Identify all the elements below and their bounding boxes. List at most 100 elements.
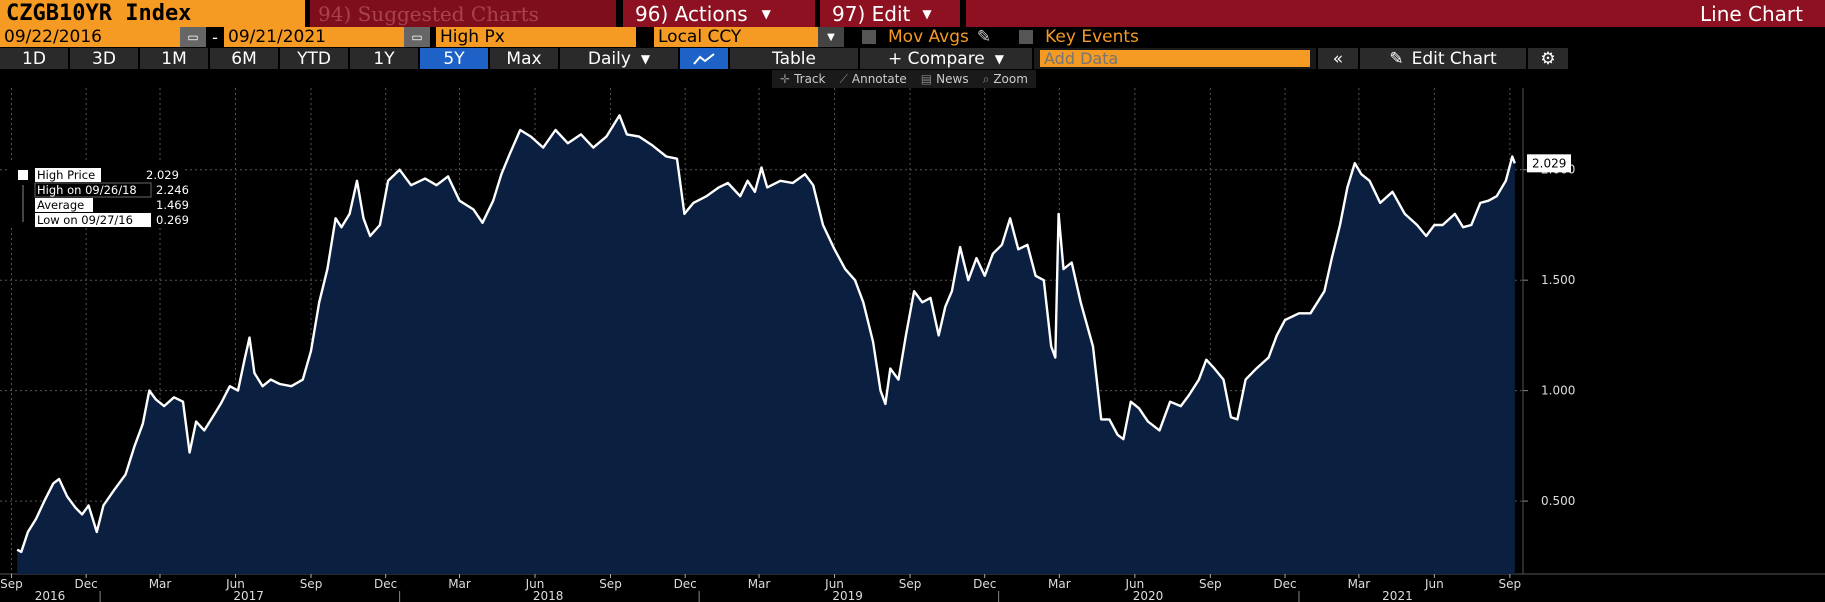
edit-chart-button[interactable]: ✎ Edit Chart: [1360, 48, 1526, 69]
actions-menu[interactable]: 96) Actions ▼: [623, 0, 815, 27]
year-label: 2019: [832, 589, 863, 602]
y-tick-label: 1.000: [1541, 384, 1575, 398]
year-label: 2017: [233, 589, 264, 602]
news-icon: ▤: [920, 72, 933, 86]
line-chart-icon[interactable]: [680, 48, 728, 69]
legend-avg-label: Average: [37, 198, 84, 212]
x-tick-label: Dec: [973, 577, 996, 591]
series-swatch-icon: [18, 170, 28, 180]
calendar-icon[interactable]: ▭: [180, 27, 206, 47]
key-events-label: Key Events: [1045, 27, 1139, 47]
zoom-icon: ⌕: [982, 71, 990, 86]
period-5y[interactable]: 5Y: [420, 48, 488, 69]
chevron-down-icon: ▼: [761, 6, 771, 21]
x-tick-label: Dec: [1273, 577, 1296, 591]
collapse-button[interactable]: «: [1318, 48, 1358, 69]
currency-select[interactable]: Local CCY: [654, 27, 818, 47]
edit-menu[interactable]: 97) Edit ▼: [820, 0, 960, 27]
period-bar: 1D 3D 1M 6M YTD 1Y 5Y Max Daily ▼ Table …: [0, 48, 1825, 69]
actions-label: 96) Actions: [635, 1, 748, 26]
calendar-icon[interactable]: ▭: [404, 27, 430, 47]
add-data-container: [1034, 48, 1316, 69]
pencil-icon: ✎: [976, 27, 992, 47]
x-tick-label: Mar: [1348, 577, 1371, 591]
mov-avgs-toggle[interactable]: Mov Avgs ✎: [862, 27, 991, 47]
year-label: 2020: [1133, 589, 1164, 602]
period-1m[interactable]: 1M: [140, 48, 208, 69]
zoom-button[interactable]: Zoom: [993, 72, 1028, 86]
frequency-label: Daily: [587, 48, 631, 69]
crosshair-icon: ✛: [780, 72, 791, 86]
period-3d[interactable]: 3D: [70, 48, 138, 69]
chart-type-label: Line Chart: [966, 0, 1825, 27]
x-tick-label: Mar: [149, 577, 172, 591]
price-line: [16, 114, 1516, 554]
title-bar: CZGB10YR Index 94) Suggested Charts 96) …: [0, 0, 1825, 27]
date-separator: -: [212, 27, 218, 47]
x-tick-label: Dec: [674, 577, 697, 591]
x-tick-label: Jun: [1124, 577, 1144, 591]
legend-high-label: High on 09/26/18: [37, 183, 137, 197]
x-tick-label: Sep: [599, 577, 622, 591]
compare-label: + Compare: [888, 48, 985, 69]
x-tick-label: Sep: [1199, 577, 1222, 591]
news-button[interactable]: News: [936, 72, 969, 86]
x-tick-label: Jun: [1424, 577, 1444, 591]
chevron-down-icon: ▼: [640, 51, 651, 66]
chart-tools: ✛ Track ⟋ Annotate ▤ News ⌕ Zoom: [772, 70, 1036, 88]
x-tick-label: Mar: [448, 577, 471, 591]
compare-button[interactable]: + Compare ▼: [860, 48, 1032, 69]
key-events-toggle[interactable]: Key Events: [1019, 27, 1139, 47]
legend-low-value: 0.269: [156, 213, 189, 227]
table-button[interactable]: Table: [730, 48, 858, 69]
x-tick-label: Jun: [824, 577, 844, 591]
checkbox-icon: [862, 30, 876, 44]
gear-icon[interactable]: ⚙: [1528, 48, 1568, 69]
x-tick-label: Sep: [899, 577, 922, 591]
annotate-icon: ⟋: [839, 71, 848, 86]
x-tick-label: Mar: [748, 577, 771, 591]
price-area: [17, 115, 1515, 575]
annotate-button[interactable]: Annotate: [851, 72, 907, 86]
checkbox-icon: [1019, 30, 1034, 44]
x-tick-label: Jun: [525, 577, 545, 591]
edit-chart-label: Edit Chart: [1411, 48, 1497, 69]
chevron-down-icon: ▼: [922, 6, 932, 21]
chevron-down-icon: ▼: [994, 51, 1004, 66]
x-tick-label: Jun: [225, 577, 245, 591]
legend-high-value: 2.246: [156, 183, 189, 197]
settings-bar: 09/22/2016 ▭ - 09/21/2021 ▭ High Px Loca…: [0, 27, 1825, 47]
period-1y[interactable]: 1Y: [350, 48, 418, 69]
field-select[interactable]: High Px: [436, 27, 636, 47]
legend-series-value: 2.029: [146, 168, 179, 182]
year-label: 2021: [1382, 589, 1413, 602]
frequency-select[interactable]: Daily ▼: [560, 48, 678, 69]
end-date-field[interactable]: 09/21/2021: [224, 27, 404, 47]
x-tick-label: Mar: [1048, 577, 1071, 591]
track-button[interactable]: Track: [794, 72, 826, 86]
legend-series-name: High Price: [37, 168, 95, 182]
y-tick-label: 1.500: [1541, 273, 1575, 287]
add-data-input[interactable]: [1040, 50, 1310, 67]
start-date-field[interactable]: 09/22/2016: [0, 27, 180, 47]
mov-avgs-label: Mov Avgs: [888, 27, 969, 47]
period-6m[interactable]: 6M: [210, 48, 278, 69]
year-label: 2018: [533, 589, 564, 602]
legend: High Price 2.029 High on 09/26/18 2.246 …: [10, 162, 189, 227]
x-tick-label: Sep: [0, 577, 23, 591]
y-tick-label: 0.500: [1541, 494, 1575, 508]
suggested-charts-button[interactable]: 94) Suggested Charts: [310, 0, 616, 27]
period-1d[interactable]: 1D: [0, 48, 68, 69]
chevron-down-icon[interactable]: ▼: [818, 27, 844, 47]
x-tick-label: Sep: [1499, 577, 1522, 591]
legend-low-label: Low on 09/27/16: [37, 213, 133, 227]
period-ytd[interactable]: YTD: [280, 48, 348, 69]
ticker-field[interactable]: CZGB10YR Index: [0, 0, 305, 27]
last-value-label: 2.029: [1532, 156, 1566, 170]
x-tick-label: Sep: [300, 577, 323, 591]
period-max[interactable]: Max: [490, 48, 558, 69]
edit-label: 97) Edit: [832, 1, 911, 26]
x-tick-label: Dec: [374, 577, 397, 591]
tools-bar: ✛ Track ⟋ Annotate ▤ News ⌕ Zoom: [0, 70, 1825, 88]
